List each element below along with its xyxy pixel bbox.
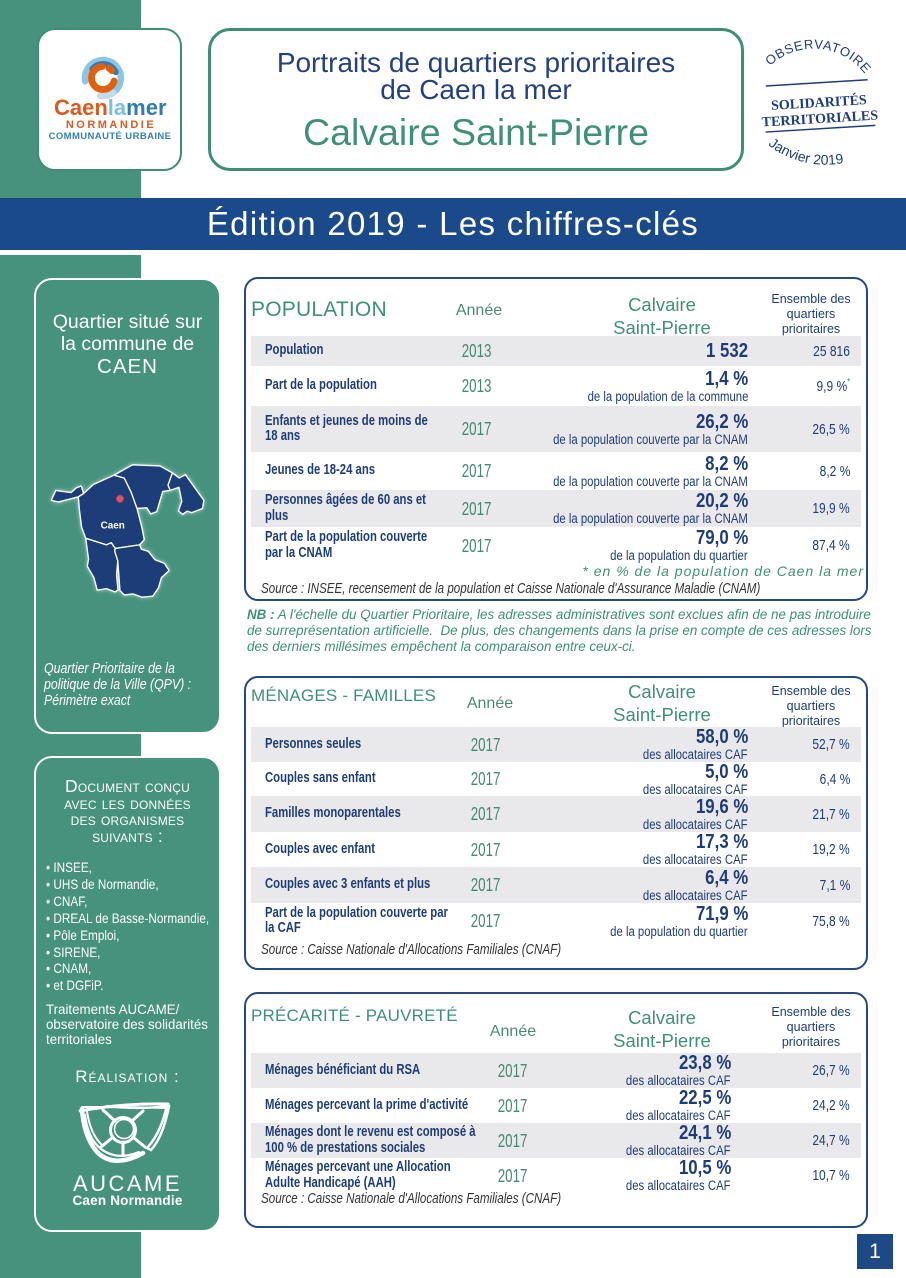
- svg-text:Janvier 2019: Janvier 2019: [766, 134, 844, 167]
- svg-text:NORMANDIE: NORMANDIE: [66, 119, 156, 131]
- svg-text:OBSERVATOIRE: OBSERVATOIRE: [762, 36, 874, 76]
- svg-text:Caenlamer: Caenlamer: [54, 95, 167, 120]
- svg-text:COMMUNAUTÉ URBAINE: COMMUNAUTÉ URBAINE: [49, 131, 172, 142]
- svg-text:SOLIDARITÉS: SOLIDARITÉS: [771, 91, 868, 114]
- svg-text:TERRITORIALES: TERRITORIALES: [761, 108, 878, 130]
- svg-text:Caen: Caen: [101, 520, 125, 531]
